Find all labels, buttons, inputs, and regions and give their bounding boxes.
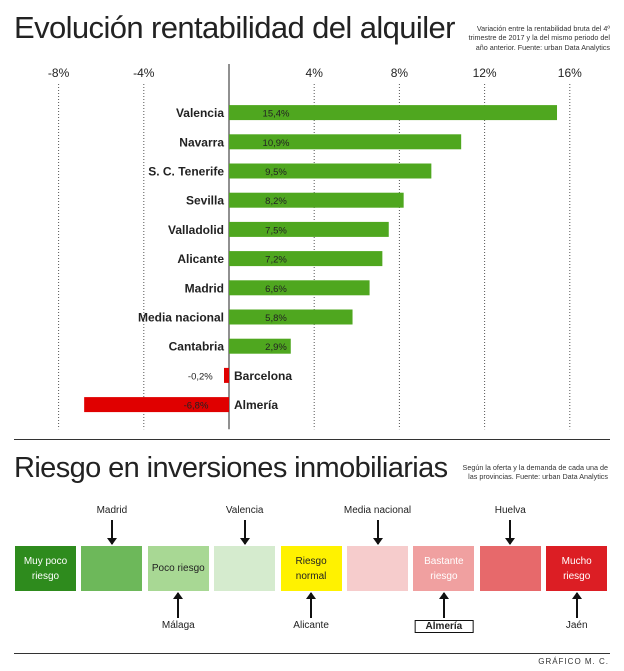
region-label-below: Málaga (161, 620, 195, 631)
arrow-up-icon (173, 592, 184, 618)
region-label-above: Valencia (225, 505, 264, 516)
data-label: 6,6% (265, 284, 287, 295)
region-label-below: Almería (414, 620, 474, 633)
data-label: 2,9% (265, 342, 287, 353)
bar (229, 221, 389, 237)
data-label: 15,4% (263, 109, 290, 120)
category-label: Madrid (185, 281, 224, 295)
data-label: 5,8% (265, 313, 287, 324)
risk-level-box: Bastante riesgo (413, 546, 475, 591)
data-label: 8,2% (265, 196, 287, 207)
data-label: -6,8% (184, 401, 209, 412)
bar (229, 309, 353, 325)
bar (229, 251, 383, 267)
risk-level-box: Poco riesgo (147, 546, 209, 591)
risk-level-label: Riesgo normal (295, 555, 327, 582)
risk-level-box: Muy poco riesgo (15, 546, 76, 591)
risk-level-box (479, 546, 541, 591)
tick-label: -8% (48, 66, 70, 80)
data-label: 9,5% (265, 167, 287, 178)
risk-level-box (81, 546, 143, 591)
bar (229, 163, 432, 179)
risk-scale-note: Según la oferta y la demanda de cada una… (462, 463, 608, 482)
region-label-below: Jaén (565, 620, 588, 631)
category-label: Sevilla (186, 194, 224, 208)
arrow-up-icon (571, 592, 582, 618)
category-label: Cantabria (169, 340, 225, 354)
bar (84, 397, 229, 413)
region-label-above: Media nacional (343, 505, 412, 516)
tick-label: 8% (391, 66, 409, 80)
tick-label: 16% (558, 66, 582, 80)
bar (224, 367, 229, 383)
section-divider (14, 439, 610, 440)
risk-level-label: Poco riesgo (151, 563, 205, 574)
arrow-up-icon (306, 592, 317, 618)
risk-level-label: Muy poco riesgo (23, 555, 68, 582)
risk-level-box (214, 546, 276, 591)
arrow-up-icon (438, 592, 449, 618)
risk-level-label: Mucho riesgo (561, 555, 592, 582)
data-label: 10,9% (263, 138, 290, 149)
category-label: Valladolid (168, 223, 224, 237)
category-label: Barcelona (234, 369, 292, 383)
bar (229, 105, 558, 121)
data-label: -0,2% (188, 371, 213, 382)
arrow-down-icon (106, 520, 117, 545)
bar (229, 134, 462, 150)
arrow-down-icon (239, 520, 250, 545)
risk-level-box (347, 546, 408, 591)
bar (229, 338, 291, 354)
footer-credit: GRÁFICO M. C. (538, 657, 609, 666)
arrow-down-icon (505, 520, 516, 545)
risk-level-box: Riesgo normal (280, 546, 342, 591)
category-label: Alicante (177, 252, 224, 266)
risk-scale-title: Riesgo en inversiones inmobiliarias (14, 452, 448, 484)
category-label: Valencia (176, 106, 224, 120)
rental-chart-note: Variación entre la rentabilidad bruta de… (468, 24, 610, 52)
rental-chart-title: Evolución rentabilidad del alquiler (14, 10, 455, 45)
tick-label: 12% (473, 66, 497, 80)
bottom-divider (14, 653, 610, 654)
data-label: 7,5% (265, 225, 287, 236)
tick-label: -4% (133, 66, 155, 80)
risk-level-box: Mucho riesgo (546, 546, 608, 591)
risk-level-label: Bastante riesgo (424, 555, 464, 582)
rental-bar-chart: -8% -4% 4% 8% 12% 16% Valencia 15,4% Navarra 10,9… (48, 64, 582, 430)
data-label: 7,2% (265, 255, 287, 266)
category-label: Media nacional (138, 311, 224, 325)
category-label: Navarra (179, 135, 224, 149)
arrow-down-icon (372, 520, 383, 545)
bar (229, 280, 370, 296)
region-label-below: Alicante (293, 620, 329, 631)
bar (229, 192, 404, 208)
tick-label: 4% (306, 66, 324, 80)
region-label-above: Huelva (494, 505, 526, 516)
category-label: Almería (234, 398, 278, 412)
region-label-above: Madrid (96, 505, 128, 516)
category-label: S. C. Tenerife (148, 165, 224, 179)
